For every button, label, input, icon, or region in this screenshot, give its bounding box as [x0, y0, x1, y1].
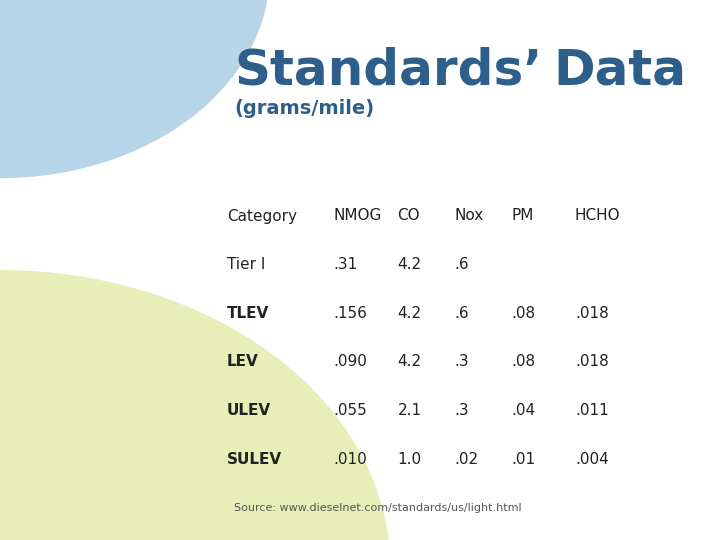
Text: .08: .08	[511, 306, 535, 321]
Text: Tier I: Tier I	[227, 257, 266, 272]
Text: 1.0: 1.0	[397, 451, 422, 467]
Text: .3: .3	[454, 403, 469, 418]
Text: .011: .011	[575, 403, 608, 418]
Text: LEV: LEV	[227, 354, 259, 369]
Text: CO: CO	[397, 208, 420, 224]
Text: .04: .04	[511, 403, 535, 418]
Text: Nox: Nox	[454, 208, 484, 224]
Text: .01: .01	[511, 451, 535, 467]
Text: 4.2: 4.2	[397, 354, 422, 369]
Text: Standards’: Standards’	[234, 46, 542, 94]
Text: .6: .6	[454, 306, 469, 321]
Text: .010: .010	[333, 451, 367, 467]
Text: ULEV: ULEV	[227, 403, 271, 418]
Text: TLEV: TLEV	[227, 306, 269, 321]
Text: .055: .055	[333, 403, 367, 418]
Text: .3: .3	[454, 354, 469, 369]
Text: .018: .018	[575, 306, 608, 321]
Text: .31: .31	[333, 257, 358, 272]
Text: HCHO: HCHO	[575, 208, 621, 224]
Text: (grams/mile): (grams/mile)	[234, 98, 374, 118]
Text: .156: .156	[333, 306, 367, 321]
Text: .090: .090	[333, 354, 367, 369]
Wedge shape	[0, 270, 390, 540]
Text: .004: .004	[575, 451, 608, 467]
Text: .02: .02	[454, 451, 478, 467]
Text: PM: PM	[511, 208, 534, 224]
Text: Category: Category	[227, 208, 297, 224]
Text: NMOG: NMOG	[333, 208, 382, 224]
Wedge shape	[0, 0, 270, 178]
Text: Data: Data	[554, 46, 687, 94]
Text: 4.2: 4.2	[397, 257, 422, 272]
Text: .6: .6	[454, 257, 469, 272]
Text: 2.1: 2.1	[397, 403, 422, 418]
Text: .018: .018	[575, 354, 608, 369]
Text: 4.2: 4.2	[397, 306, 422, 321]
Text: Source: www.dieselnet.com/standards/us/light.html: Source: www.dieselnet.com/standards/us/l…	[234, 503, 522, 512]
Text: .08: .08	[511, 354, 535, 369]
Text: SULEV: SULEV	[227, 451, 282, 467]
